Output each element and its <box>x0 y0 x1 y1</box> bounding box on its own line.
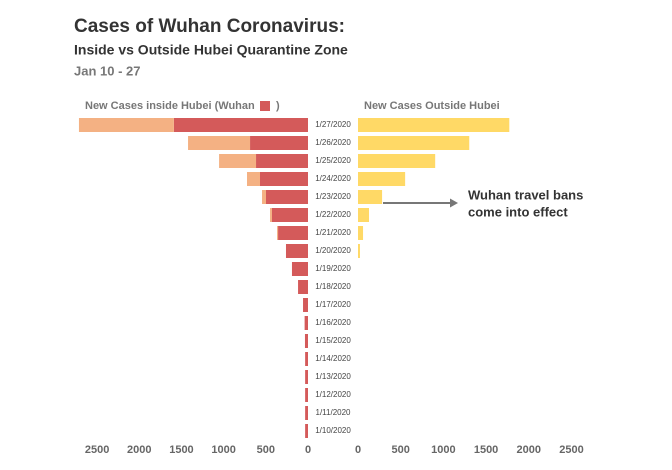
date-range: Jan 10 - 27 <box>74 63 141 78</box>
x-tick-label: 500 <box>257 444 275 456</box>
bar <box>285 244 308 258</box>
bar <box>188 136 251 150</box>
category-label: 1/17/2020 <box>315 300 351 309</box>
x2-tick-label: 2000 <box>517 444 541 456</box>
x-tick-label: 0 <box>305 444 311 456</box>
x-tick-label: 1500 <box>169 444 193 456</box>
bar <box>305 352 308 366</box>
category-label: 1/13/2020 <box>315 372 351 381</box>
bar <box>305 370 308 384</box>
bar <box>270 208 272 222</box>
x2-tick-label: 1000 <box>431 444 455 456</box>
category-label: 1/12/2020 <box>315 390 351 399</box>
annotation: come into effect <box>468 204 568 219</box>
bar <box>358 244 360 258</box>
bar <box>358 172 406 186</box>
bar <box>219 154 257 168</box>
bar <box>358 118 510 132</box>
bar <box>358 190 383 204</box>
bar <box>358 136 470 150</box>
category-label: 1/25/2020 <box>315 156 351 165</box>
bar <box>304 334 308 348</box>
bar <box>305 406 308 420</box>
category-label: 1/18/2020 <box>315 282 351 291</box>
bar <box>173 118 308 132</box>
annotation: Wuhan travel bans <box>468 187 583 202</box>
bar <box>78 118 174 132</box>
bar <box>265 190 308 204</box>
bar <box>305 424 308 438</box>
category-label: 1/14/2020 <box>315 354 351 363</box>
bar <box>256 154 308 168</box>
chart-subtitle: Inside vs Outside Hubei Quarantine Zone <box>74 42 348 58</box>
x-tick-label: 1000 <box>211 444 235 456</box>
category-label: 1/20/2020 <box>315 246 351 255</box>
bar <box>277 226 279 240</box>
legend-swatch <box>260 101 271 111</box>
bar <box>305 388 308 402</box>
category-label: 1/27/2020 <box>315 120 351 129</box>
category-label: 1/21/2020 <box>315 228 351 237</box>
bar <box>358 154 436 168</box>
bar <box>247 172 260 186</box>
bar <box>250 136 308 150</box>
bar <box>358 208 370 222</box>
category-label: 1/24/2020 <box>315 174 351 183</box>
x-tick-label: 2000 <box>127 444 151 456</box>
bar <box>262 190 266 204</box>
category-label: 1/15/2020 <box>315 336 351 345</box>
category-label: 1/23/2020 <box>315 192 351 201</box>
left-title: New Cases inside Hubei (Wuhan <box>85 100 255 112</box>
legend-suffix: ) <box>276 100 280 112</box>
x2-tick-label: 500 <box>392 444 410 456</box>
bar <box>298 280 308 294</box>
x2-tick-label: 2500 <box>559 444 583 456</box>
bar <box>278 226 308 240</box>
category-label: 1/19/2020 <box>315 264 351 273</box>
category-label: 1/22/2020 <box>315 210 351 219</box>
chart-title: Cases of Wuhan Coronavirus: <box>74 16 345 37</box>
bar <box>271 208 308 222</box>
bar <box>303 298 308 312</box>
annotation-arrowhead <box>450 198 458 208</box>
bar <box>259 172 308 186</box>
category-label: 1/16/2020 <box>315 318 351 327</box>
category-label: 1/26/2020 <box>315 138 351 147</box>
category-label: 1/11/2020 <box>316 408 352 417</box>
bar <box>291 262 308 276</box>
bar <box>304 316 308 330</box>
category-label: 1/10/2020 <box>315 426 351 435</box>
x-tick-label: 2500 <box>85 444 109 456</box>
right-title: New Cases Outside Hubei <box>364 100 500 112</box>
x2-tick-label: 1500 <box>474 444 498 456</box>
x2-tick-label: 0 <box>355 444 361 456</box>
bar <box>358 226 364 240</box>
